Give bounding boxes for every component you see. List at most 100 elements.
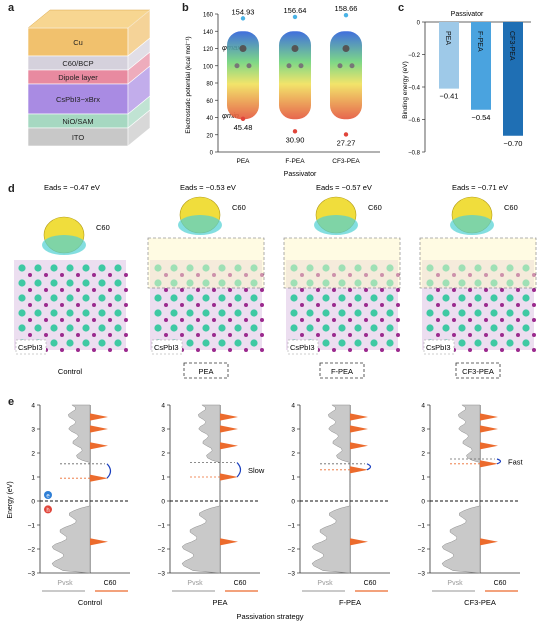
dos-tick-label: 2 [421,451,425,458]
dos-caption: Control [78,598,103,607]
dos-tick-label: 4 [161,403,165,410]
dos-tick-label: −2 [418,547,426,554]
iodine-atom [180,318,184,322]
iodine-atom [196,288,200,292]
pvsk-label: Pvsk [317,580,333,587]
cs-atom [202,309,210,317]
cs-atom [290,309,298,317]
iodine-atom [44,288,48,292]
iodine-atom [28,288,32,292]
iodine-atom [500,303,504,307]
cs-atom [98,264,106,272]
iodine-atom [92,303,96,307]
esp-surface [279,31,311,120]
iodine-atom [92,348,96,352]
iodine-atom [452,288,456,292]
dos-tick-label: −3 [418,571,426,578]
bar-value-label: −0.70 [504,139,523,148]
stack-layer-label: CsPbI3−xBrx [56,95,100,104]
charge-density [42,235,86,255]
cs-atom [170,324,178,332]
esp-surface [227,31,259,120]
phi-max-value: 158.66 [335,4,358,13]
chart-y-label: Binding energy (eV) [402,61,409,118]
iodine-atom [228,333,232,337]
iodine-atom [364,333,368,337]
esp-tick-label: 160 [203,13,214,19]
transfer-arrow [366,463,372,471]
c60-label: C60 [368,203,382,212]
transfer-arrow [496,458,502,465]
iodine-atom [212,288,216,292]
dos-caption: CF3-PEA [464,598,496,607]
cs-atom [154,294,162,302]
iodine-atom [92,318,96,322]
iodine-atom [28,303,32,307]
cs-atom [98,279,106,287]
phi-max-value: 156.64 [284,6,307,15]
iodine-atom [332,348,336,352]
iodine-atom [44,303,48,307]
iodine-atom [244,333,248,337]
caption-box [455,362,501,379]
phi-max-marker [240,16,246,21]
dos-tick-label: 1 [31,475,35,482]
iodine-atom [180,303,184,307]
surface-label: CsPbI3 [290,343,315,352]
cs-atom [18,294,26,302]
bar-tick-label: −0.8 [408,151,421,157]
cs-atom [474,339,482,347]
iodine-atom [228,303,232,307]
c60-dos-peak [90,538,108,546]
iodine-atom [164,303,168,307]
cs-atom [50,309,58,317]
adsorption-energy-label: Eads = −0.47 eV [44,183,100,192]
cs-atom [82,339,90,347]
iodine-atom [124,318,128,322]
cs-atom [50,294,58,302]
cs-atom [338,339,346,347]
cs-atom [218,324,226,332]
iodine-atom [164,288,168,292]
cs-atom [338,309,346,317]
cs-atom [18,279,26,287]
dos-plot: −3 −2 −1 0 1 2 3 4 Slow Pvsk C60 PEA [158,403,265,608]
iodine-atom [300,288,304,292]
dos-tick-label: −1 [288,523,296,530]
iodine-atom [180,288,184,292]
cs-atom [82,324,90,332]
iodine-atom [228,318,232,322]
cs-atom [18,309,26,317]
c60-dos-peak [350,466,368,474]
iodine-atom [44,318,48,322]
bar-tick-label: −0.2 [408,53,421,59]
cs-atom [386,324,394,332]
cs-atom [354,309,362,317]
iodine-atom [364,288,368,292]
dos-plot: −3 −2 −1 0 1 2 3 4 Pvsk C60 Control e h [28,403,130,607]
iodine-atom [380,333,384,337]
iodine-atom [228,288,232,292]
cs-atom [322,324,330,332]
cs-atom [50,264,58,272]
cs-atom [490,309,498,317]
iodine-atom [44,333,48,337]
cs-atom [306,324,314,332]
cs-atom [442,324,450,332]
iodine-atom [108,333,112,337]
iodine-atom [164,333,168,337]
iodine-atom [92,333,96,337]
iodine-atom [468,348,472,352]
cs-atom [98,339,106,347]
iodine-atom [28,273,32,277]
cs-atom [18,324,26,332]
cs-atom [426,309,434,317]
adsorption-energy-label: Eads = −0.71 eV [452,183,508,192]
cs-atom [442,294,450,302]
stack-layer-front [27,27,129,57]
iodine-atom [500,333,504,337]
iodine-atom [348,303,352,307]
iodine-atom [396,318,400,322]
dos-tick-label: 1 [161,475,165,482]
iodine-atom [316,303,320,307]
